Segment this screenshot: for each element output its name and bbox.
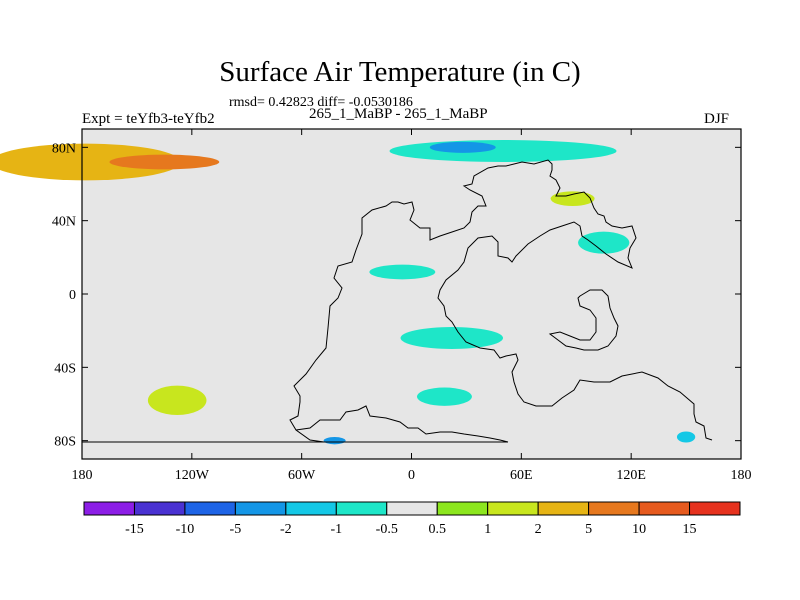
x-tick-label: 60E [510, 468, 533, 483]
colorbar-swatch [689, 501, 741, 516]
x-tick-label: 120W [175, 468, 210, 483]
colorbar: -15 -10 -5 -2 -1 -0.5 0.5 1 2 5 10 15 [83, 501, 741, 537]
y-tick-label: 40S [54, 361, 76, 376]
colorbar-label: 15 [683, 522, 697, 537]
axis-ticks: 180 120W 60W 0 60E 120E 180 80N 40N 0 40S 80S [52, 129, 752, 483]
x-tick-label: 60W [288, 468, 316, 483]
y-tick-label: 0 [69, 288, 76, 303]
anomaly-region-4 [147, 385, 207, 416]
colorbar-label: 2 [535, 522, 542, 537]
colorbar-swatch [83, 501, 135, 516]
colorbar-label: -5 [230, 522, 242, 537]
stats-line: rmsd= 0.42823 diff= -0.0530186 [229, 95, 413, 110]
anomaly-region-9 [550, 191, 595, 207]
colorbar-swatch [335, 501, 388, 516]
colorbar-swatch [184, 501, 236, 516]
coastlines [82, 159, 713, 443]
anomaly-region-2 [389, 140, 617, 162]
colorbar-swatch [386, 501, 438, 516]
anomaly-region-0 [0, 143, 181, 181]
colorbar-swatch [487, 501, 539, 516]
x-tick-label: 180 [731, 468, 752, 483]
colorbar-label: 10 [632, 522, 646, 537]
runs-label: 265_1_MaBP - 265_1_MaBP [309, 106, 488, 122]
experiment-label: Expt = teYfb3-teYfb2 [82, 111, 215, 127]
y-tick-label: 80S [54, 435, 76, 450]
colorbar-label: -10 [176, 522, 195, 537]
x-tick-label: 180 [72, 468, 93, 483]
anomaly-region-6 [369, 264, 436, 280]
season-label: DJF [704, 111, 730, 127]
coastline-southern-continent [295, 405, 509, 443]
y-tick-label: 40N [52, 215, 76, 230]
x-tick-label: 120E [616, 468, 646, 483]
colorbar-label: 1 [484, 522, 491, 537]
colorbar-swatch [588, 501, 640, 516]
colorbar-swatch [436, 501, 489, 516]
colorbar-label: -15 [125, 522, 144, 537]
colorbar-label: 0.5 [428, 522, 446, 537]
coastline-west-continent [289, 159, 713, 443]
x-tick-label: 0 [408, 468, 415, 483]
anomaly-region-3 [429, 141, 496, 153]
anomaly-fields [0, 140, 696, 445]
colorbar-swatch [133, 501, 186, 516]
colorbar-swatch [285, 501, 337, 516]
anomaly-region-1 [109, 154, 220, 170]
coastline-eastern-island [548, 289, 619, 351]
colorbar-label: 5 [585, 522, 592, 537]
colorbar-swatch [638, 501, 691, 516]
y-tick-label: 80N [52, 141, 76, 156]
anomaly-region-7 [578, 231, 630, 254]
colorbar-swatch [537, 501, 590, 516]
anomaly-region-5 [400, 327, 504, 349]
colorbar-label: -0.5 [376, 522, 398, 537]
colorbar-label: -1 [330, 522, 342, 537]
anomaly-region-10 [323, 437, 346, 445]
colorbar-label: -2 [280, 522, 292, 537]
anomaly-region-8 [416, 387, 472, 406]
chart-title: Surface Air Temperature (in C) [219, 56, 581, 88]
colorbar-swatch [234, 501, 287, 516]
anomaly-region-11 [676, 431, 696, 443]
